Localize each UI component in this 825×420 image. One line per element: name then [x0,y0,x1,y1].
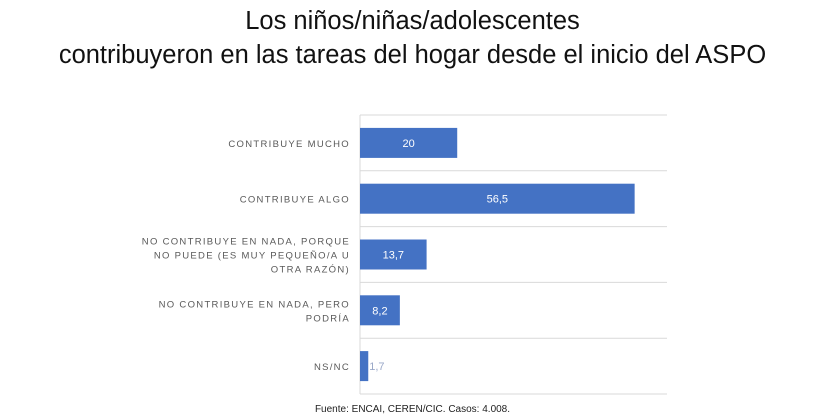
category-label-4: NS/NC [314,362,350,373]
bar-3 [360,295,400,326]
bar-2 [360,239,427,270]
value-label-0: 20 [402,138,414,150]
category-label-line: NS/NC [314,362,350,373]
category-label-line: NO CONTRIBUYE EN NADA, PORQUE [142,237,350,248]
chart-title: Los niños/niñas/adolescentes contribuyer… [0,4,825,72]
chart-title-line-2: contribuyeron en las tareas del hogar de… [58,41,767,69]
chart-title-line-1: Los niños/niñas/adolescentes [245,7,580,35]
bar-4 [360,351,369,382]
category-label-3: NO CONTRIBUYE EN NADA, PERO PODRÍA [159,299,350,324]
category-label-line: CONTRIBUYE ALGO [240,195,350,206]
value-label-1: 56,5 [487,194,508,206]
source-note: Fuente: ENCAI, CEREN/CIC. Casos: 4.008. [314,404,511,415]
category-label-line: NO CONTRIBUYE EN NADA, PERO [159,299,350,310]
value-label-3: 8,2 [372,305,387,317]
category-label-line: PODRÍA [306,313,350,324]
value-label-2: 13,7 [383,250,404,262]
bar-1 [360,183,635,214]
bar-0 [360,127,458,158]
category-label-line: OTRA RAZÓN) [271,265,350,276]
value-label-4: 1,7 [369,361,384,373]
category-label-0: CONTRIBUYE MUCHO [228,139,350,150]
category-label-1: CONTRIBUYE ALGO [240,195,350,206]
category-label-line: NO PUEDE (ES MUY PEQUEÑO/A U [154,251,350,262]
category-label-line: CONTRIBUYE MUCHO [228,139,350,150]
category-label-2: NO CONTRIBUYE EN NADA, PORQUE NO PUEDE (E… [142,237,350,276]
